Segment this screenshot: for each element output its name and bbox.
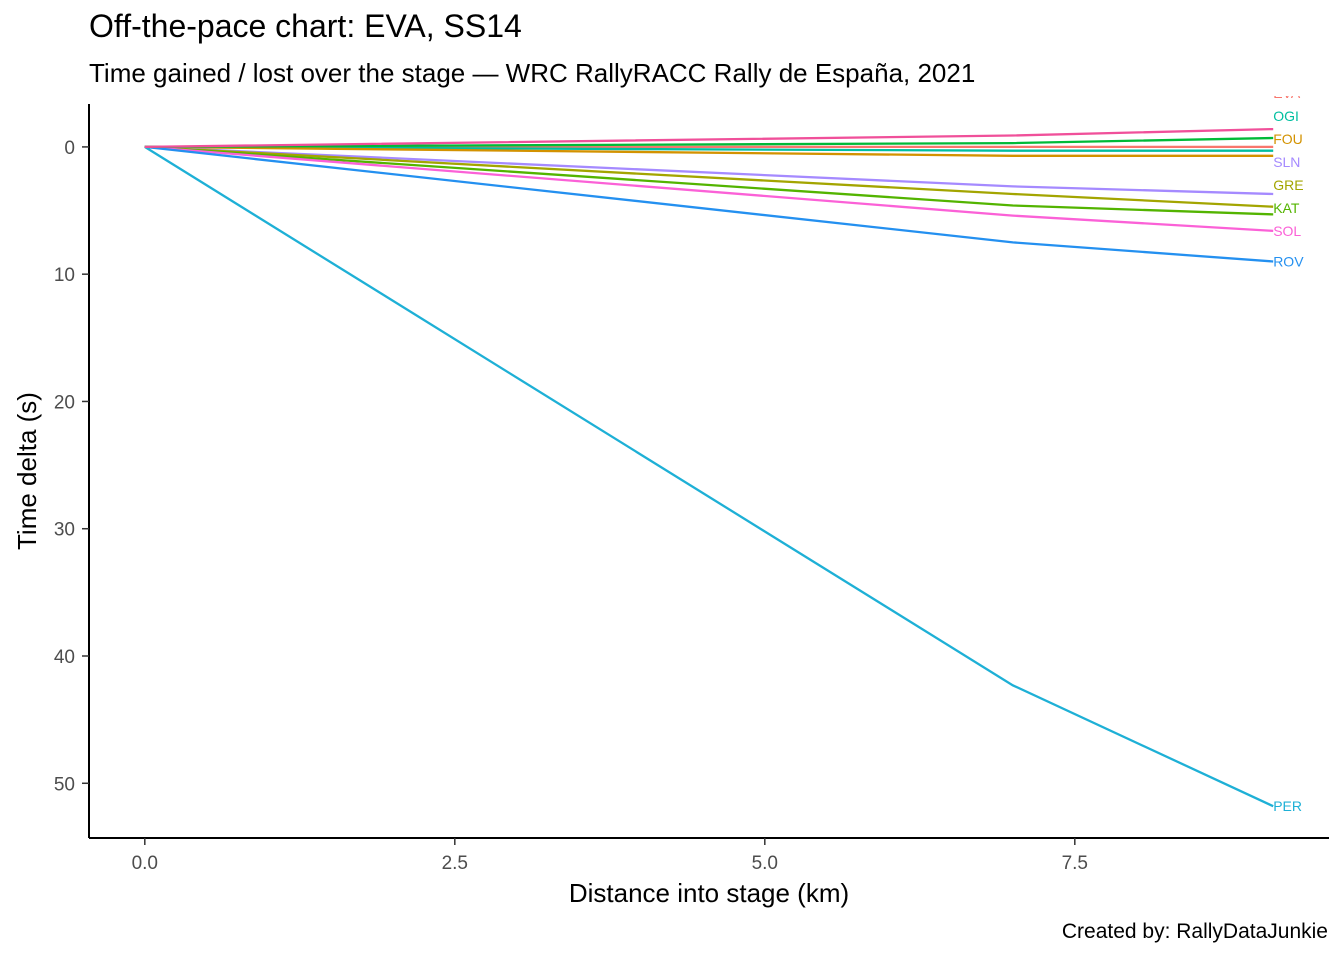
y-tick-label: 20 <box>54 392 75 413</box>
series-line-unlabelled-10 <box>144 127 1274 149</box>
y-tick-label: 50 <box>54 774 75 795</box>
chart-caption: Created by: RallyDataJunkie <box>1061 920 1328 943</box>
series-label-gre: GRE <box>1273 177 1303 193</box>
series-line-kat <box>144 145 1274 216</box>
series-label-per: PER <box>1273 798 1302 814</box>
series-label-rov: ROV <box>1273 254 1304 270</box>
x-tick-label: 2.5 <box>442 853 468 874</box>
series-line-unlabelled-9 <box>144 136 1274 149</box>
series-line-rov <box>144 145 1274 263</box>
x-tick-label: 5.0 <box>752 853 778 874</box>
y-axis-title: Time delta (s) <box>12 392 42 550</box>
x-tick-label: 0.0 <box>132 853 158 874</box>
series-line-gre <box>144 145 1274 208</box>
series-line-per <box>144 145 1274 808</box>
series-label-fou: FOU <box>1273 131 1303 147</box>
chart-subtitle: Time gained / lost over the stage — WRC … <box>89 58 976 88</box>
y-tick-label: 10 <box>54 265 75 286</box>
series-line-sln <box>144 145 1274 196</box>
series-line-ogi <box>144 145 1274 152</box>
x-tick-label: 7.5 <box>1062 853 1088 874</box>
x-axis-title: Distance into stage (km) <box>569 878 849 908</box>
series-line-fou <box>144 145 1274 157</box>
series-label-kat: KAT <box>1273 200 1300 216</box>
series-label-sln: SLN <box>1273 154 1300 170</box>
series-label-ogi: OGI <box>1273 108 1299 124</box>
y-tick-label: 40 <box>54 647 75 668</box>
series-label-sol: SOL <box>1273 223 1301 239</box>
series-line-sol <box>144 145 1274 233</box>
series-label-eva: EVA <box>1273 85 1301 101</box>
y-tick-label: 0 <box>64 138 75 159</box>
y-tick-label: 30 <box>54 520 75 541</box>
chart-title: Off-the-pace chart: EVA, SS14 <box>89 8 522 44</box>
